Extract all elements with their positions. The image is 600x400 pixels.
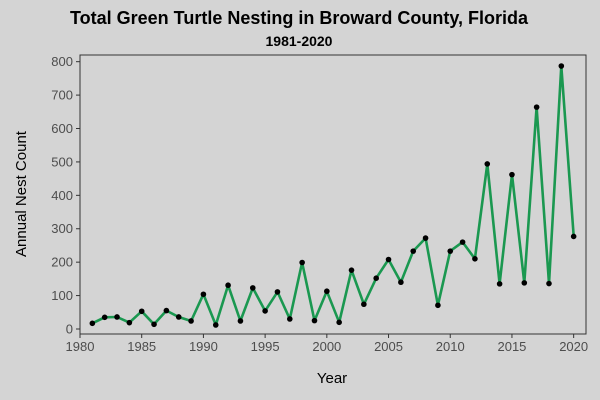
y-axis-label: Annual Nest Count <box>13 130 30 257</box>
x-axis: 1980 1985 1990 1995 2000 2005 2010 2015 2020 <box>66 334 588 354</box>
x-tick-label: 2010 <box>436 339 465 354</box>
data-point <box>410 248 417 254</box>
y-tick-label: 200 <box>51 255 73 270</box>
y-tick-label: 500 <box>51 154 73 169</box>
x-tick-label: 2000 <box>312 339 341 354</box>
data-point <box>472 256 478 262</box>
data-point <box>299 259 305 266</box>
data-point <box>175 314 182 320</box>
chart-subtitle: 1981-2020 <box>266 33 333 49</box>
data-point <box>348 267 355 273</box>
y-tick-label: 800 <box>51 54 73 69</box>
data-point <box>163 307 170 314</box>
data-point <box>324 288 330 295</box>
data-point <box>212 322 219 328</box>
x-tick-label: 2015 <box>497 339 526 354</box>
data-point <box>311 317 318 324</box>
series-layer <box>89 63 577 328</box>
data-point <box>101 314 108 321</box>
y-tick-label: 700 <box>51 88 73 103</box>
data-point <box>237 318 244 324</box>
chart-title: Total Green Turtle Nesting in Broward Co… <box>70 8 529 28</box>
data-point <box>336 319 342 326</box>
y-tick-label: 100 <box>51 288 73 303</box>
y-tick-label: 300 <box>51 221 73 236</box>
data-point <box>521 280 528 286</box>
x-tick-label: 2020 <box>559 339 588 354</box>
data-point <box>274 289 281 295</box>
x-tick-label: 2005 <box>374 339 403 354</box>
data-point <box>89 320 96 327</box>
data-point <box>558 63 565 69</box>
data-point <box>496 281 503 287</box>
data-point <box>287 316 293 322</box>
series-line <box>91 64 575 327</box>
x-tick-label: 1995 <box>251 339 280 354</box>
x-tick-label: 1980 <box>66 339 95 354</box>
data-point <box>422 235 429 241</box>
data-point <box>114 314 120 320</box>
data-point <box>188 318 194 324</box>
data-point <box>225 282 231 289</box>
x-tick-label: 1990 <box>189 339 218 354</box>
data-point <box>138 308 145 315</box>
data-point <box>398 279 404 286</box>
data-point <box>361 301 367 308</box>
x-tick-label: 1985 <box>127 339 156 354</box>
data-point <box>459 239 466 245</box>
data-point <box>435 302 441 309</box>
x-axis-label: Year <box>317 370 347 387</box>
data-point <box>484 161 491 167</box>
y-tick-label: 0 <box>66 321 73 336</box>
y-tick-label: 400 <box>51 188 73 203</box>
data-point <box>249 285 256 291</box>
plot-panel <box>79 54 587 335</box>
data-point <box>385 256 392 263</box>
y-axis: 0 100 200 300 400 500 600 700 800 <box>51 54 80 336</box>
data-point <box>509 171 515 178</box>
data-point <box>533 104 540 110</box>
y-tick-label: 600 <box>51 121 73 136</box>
data-point <box>447 248 454 254</box>
data-point <box>373 275 379 282</box>
data-point <box>570 233 577 240</box>
data-point <box>200 291 207 298</box>
data-point <box>151 321 157 328</box>
data-point <box>546 280 552 287</box>
data-point <box>126 319 133 326</box>
data-point <box>262 308 268 314</box>
